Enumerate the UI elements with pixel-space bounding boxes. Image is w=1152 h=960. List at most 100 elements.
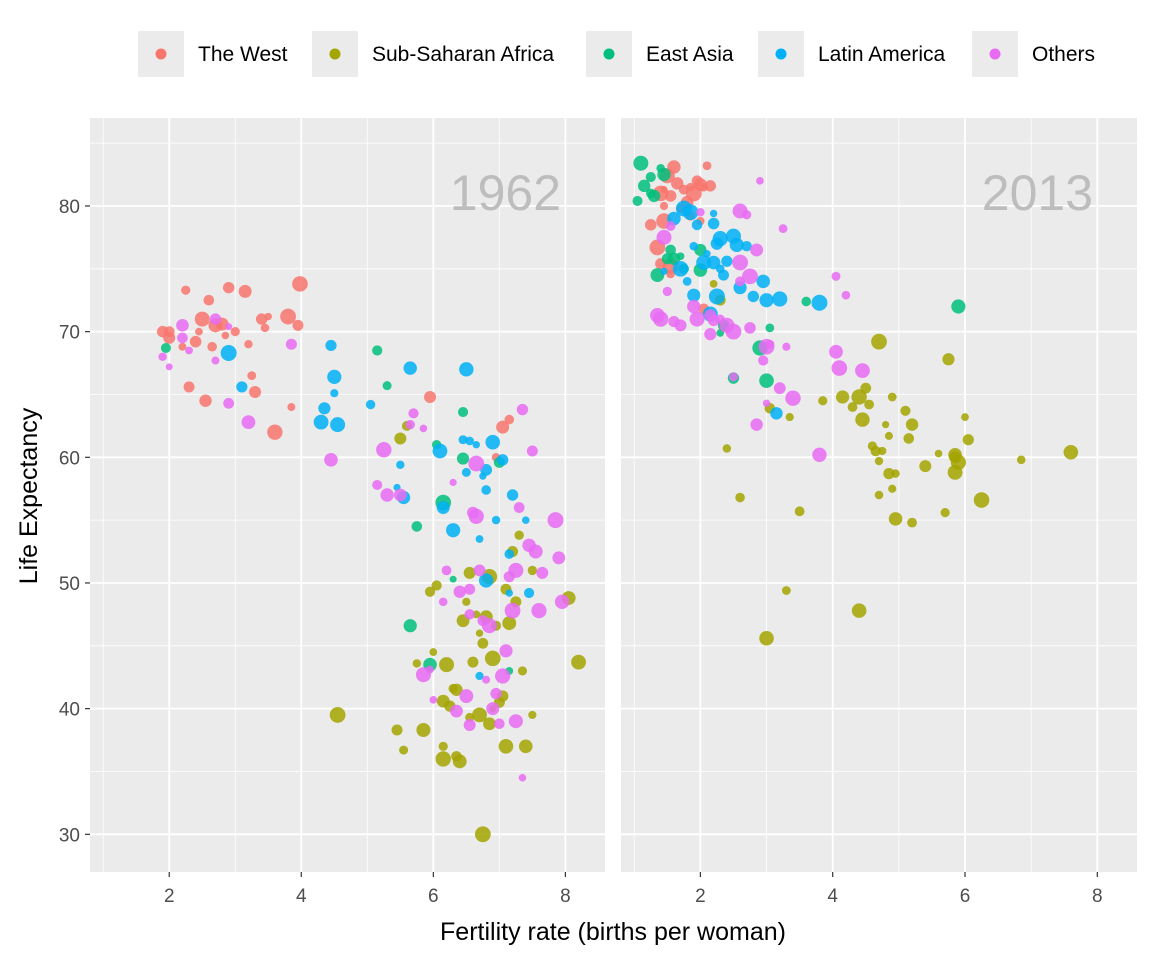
point-west xyxy=(255,313,268,325)
point-la xyxy=(691,219,703,231)
point-la xyxy=(432,443,448,459)
point-la xyxy=(523,587,535,599)
point-west xyxy=(667,160,681,174)
point-oth xyxy=(785,390,801,406)
point-oth xyxy=(696,207,705,217)
point-ssa xyxy=(436,694,450,708)
point-ssa xyxy=(794,506,805,517)
point-ssa xyxy=(940,507,950,518)
point-oth xyxy=(762,399,771,407)
point-ea xyxy=(403,619,417,633)
point-ea xyxy=(633,155,649,171)
panel-year-label: 2013 xyxy=(982,165,1093,221)
point-oth xyxy=(490,687,502,700)
point-la xyxy=(689,241,699,251)
point-ssa xyxy=(412,659,422,668)
panel-background xyxy=(90,118,605,872)
point-west xyxy=(194,311,210,327)
point-oth xyxy=(704,328,717,341)
x-axis-title: Fertility rate (births per woman) xyxy=(440,918,786,946)
point-ssa xyxy=(709,279,718,288)
y-tick-label: 30 xyxy=(59,825,80,846)
point-la xyxy=(709,209,718,218)
point-la xyxy=(706,255,721,270)
point-ea xyxy=(676,252,685,261)
point-oth xyxy=(494,718,505,730)
point-ea xyxy=(657,167,671,182)
point-oth xyxy=(689,311,705,327)
point-la xyxy=(504,549,515,559)
panel-year-label: 1962 xyxy=(450,165,561,221)
point-ea xyxy=(160,342,171,353)
legend-item-west: The West xyxy=(138,31,288,77)
point-west xyxy=(163,326,175,338)
point-ssa xyxy=(851,603,867,618)
point-oth xyxy=(829,344,843,359)
point-la xyxy=(481,485,491,495)
point-ssa xyxy=(874,490,884,500)
point-ea xyxy=(449,575,457,583)
point-west xyxy=(292,319,304,331)
legend-label-oth: Others xyxy=(1032,43,1095,66)
point-west xyxy=(664,190,677,202)
point-ssa xyxy=(431,580,442,591)
legend-item-ea: East Asia xyxy=(586,31,734,77)
point-oth xyxy=(750,243,764,257)
point-ssa xyxy=(851,389,867,405)
point-west xyxy=(203,294,215,306)
point-west xyxy=(199,394,212,407)
point-ssa xyxy=(836,390,850,404)
point-west xyxy=(195,327,203,336)
point-oth xyxy=(176,319,189,332)
point-west xyxy=(230,327,240,337)
point-ssa xyxy=(907,517,917,528)
point-oth xyxy=(380,488,394,502)
point-oth xyxy=(376,442,392,458)
point-ssa xyxy=(527,565,538,576)
point-ea xyxy=(951,299,966,314)
point-oth xyxy=(473,564,486,577)
point-oth xyxy=(449,478,457,487)
point-ea xyxy=(382,381,392,391)
point-ssa xyxy=(452,754,467,769)
point-ssa xyxy=(394,432,407,445)
point-oth xyxy=(393,488,407,502)
point-oth xyxy=(516,403,529,416)
point-la xyxy=(459,362,474,377)
panel-1962: 2 4 6 8 30 40 50 60 70 80 1962 xyxy=(59,118,605,907)
point-west xyxy=(702,161,712,171)
point-ssa xyxy=(871,333,887,350)
point-la xyxy=(708,288,725,305)
point-la xyxy=(747,290,760,303)
point-ssa xyxy=(462,597,471,606)
point-la xyxy=(461,467,471,477)
point-ssa xyxy=(472,707,487,723)
point-ea xyxy=(456,452,470,465)
x-tick-label: 6 xyxy=(428,886,439,907)
point-oth xyxy=(656,229,672,245)
point-ea xyxy=(632,195,643,206)
points-layer xyxy=(156,276,586,843)
point-ea xyxy=(457,406,469,418)
point-oth xyxy=(536,566,549,579)
point-ssa xyxy=(759,630,774,646)
point-oth xyxy=(513,502,525,513)
point-west xyxy=(181,285,191,295)
point-ea xyxy=(372,345,383,356)
point-oth xyxy=(225,323,233,331)
point-la xyxy=(327,369,342,384)
x-tick-label: 4 xyxy=(827,886,838,907)
point-west xyxy=(189,335,202,348)
legend: The West Sub-Saharan Africa East Asia Latin… xyxy=(138,31,1095,77)
point-oth xyxy=(185,346,193,355)
point-la xyxy=(491,515,501,525)
point-la xyxy=(446,523,461,538)
point-oth xyxy=(508,562,524,578)
point-oth xyxy=(812,447,827,462)
point-oth xyxy=(831,271,841,281)
point-ssa xyxy=(517,666,528,676)
point-ssa xyxy=(878,446,887,456)
point-la xyxy=(485,434,501,450)
point-oth xyxy=(518,773,527,782)
point-west xyxy=(292,276,308,292)
